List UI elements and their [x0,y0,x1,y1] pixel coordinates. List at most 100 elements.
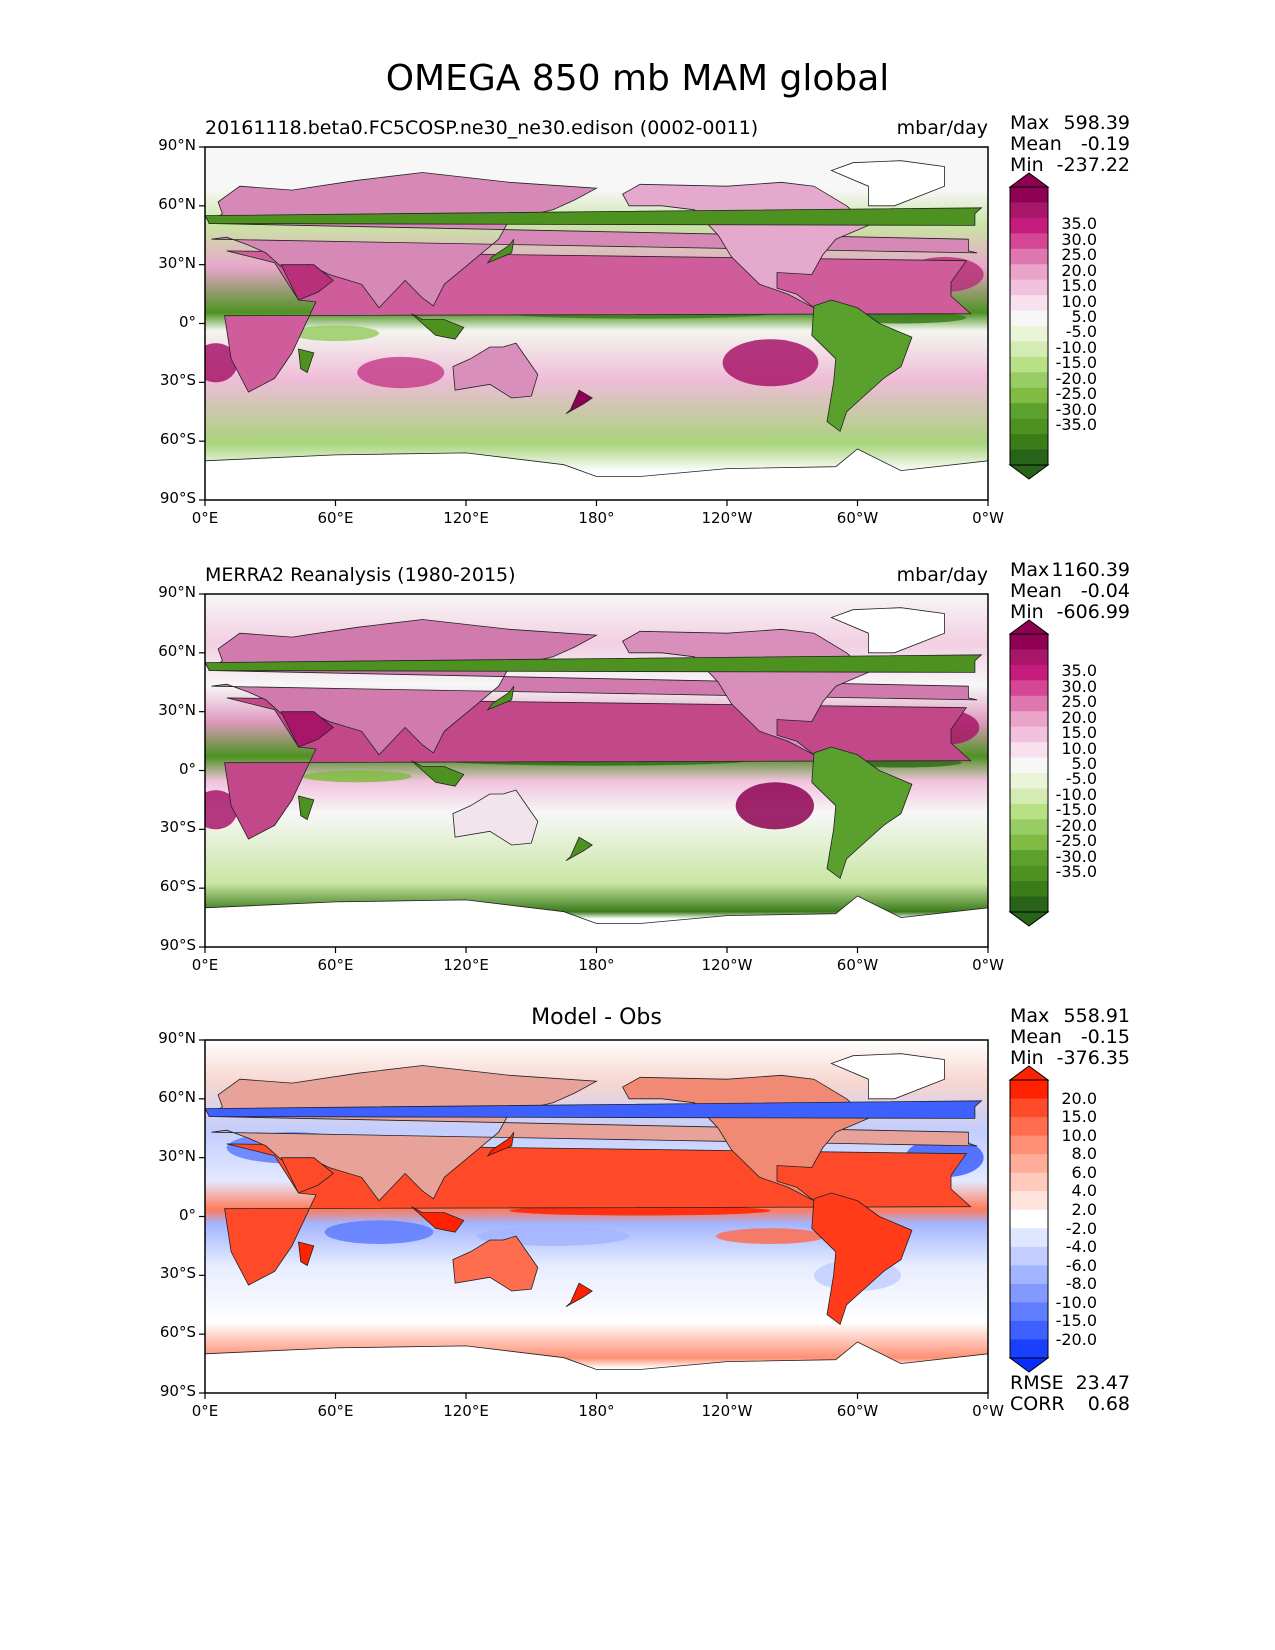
colorbar-tick-label: -30.0 [1055,846,1097,866]
units-label: mbar/day [896,117,988,139]
colorbar-tick-label: -10.0 [1055,1292,1097,1312]
colorbar-tick-label: 35.0 [1061,214,1097,234]
colorbar-segment [1010,403,1048,420]
colorbar-tick-label: 20.0 [1061,1088,1097,1108]
lon-tick-label: 120°W [701,956,753,974]
stat-mean: Mean -0.15 [1010,1026,1130,1048]
colorbar-segment [1010,896,1048,913]
coastline-uk [205,207,983,226]
lat-tick-label: 0° [178,312,196,331]
colorbar-segment [1010,834,1048,851]
colorbar-segment [1010,418,1048,435]
field-anomaly [205,343,238,383]
lat-tick-label: 90°N [158,136,196,154]
lon-tick-label: 0°E [191,509,219,527]
colorbar-tick-label: -5.0 [1065,322,1097,342]
colorbar-segment [1010,264,1048,281]
coastline-nz [565,389,593,415]
colorbar-segment [1010,449,1048,466]
colorbar-tick-label: -20.0 [1055,1329,1097,1349]
lat-tick-label: 30°S [159,371,196,390]
coastline-japan [486,1131,515,1157]
lon-tick-label: 0°E [191,1402,219,1420]
lat-tick-label: 90°S [159,936,196,954]
colorbar-tick-label: 30.0 [1061,676,1097,696]
colorbar-tick-label: 20.0 [1061,260,1097,280]
lat-tick-label: 90°S [159,1382,196,1400]
colorbar-tick-label: -30.0 [1055,399,1097,419]
lat-tick-label: 60°N [158,1087,196,1106]
colorbar-segment [1010,310,1048,327]
lon-tick-label: 0°W [972,956,1004,974]
stat-value: -0.15 [1080,1026,1130,1048]
colorbar-tick-label: -20.0 [1055,815,1097,835]
field-anomaly [357,356,445,389]
stat-label: Max [1010,1005,1050,1027]
coastline-australia [452,789,539,846]
field-anomaly [292,325,379,342]
colorbar-segment [1010,1320,1048,1340]
lat-tick-label: 30°S [159,818,196,837]
stat-value: -0.19 [1080,133,1130,155]
lon-tick-label: 60°E [317,1402,354,1420]
coastline-madagascar [298,795,315,821]
colorbar-segment [1010,1228,1048,1248]
colorbar-segment [1010,202,1048,219]
colorbar-segment [1010,1302,1048,1322]
stat-min: Min -237.22 [1010,154,1130,176]
lat-tick-label: 30°N [158,700,196,719]
metric-value: 23.47 [1075,1372,1130,1394]
colorbar-segment [1010,773,1048,789]
colorbar-segment [1010,387,1048,404]
colorbar-segment [1010,881,1048,898]
colorbar-segment [1010,326,1048,342]
lon-tick-label: 0°E [191,956,219,974]
stat-value: 598.39 [1063,112,1130,134]
lon-tick-label: 120°W [701,509,753,527]
coastline-madagascar [298,1241,315,1267]
stat-value: -237.22 [1056,154,1130,176]
colorbar-segment [1010,742,1048,759]
stat-value: -606.99 [1056,601,1130,623]
lat-tick-label: 30°S [159,1264,196,1283]
lon-tick-label: 60°W [836,956,879,974]
colorbar-tick-label: 25.0 [1061,692,1097,712]
colorbar-tick-label: 30.0 [1061,229,1097,249]
coastline-samerica [811,746,913,880]
lon-tick-label: 120°E [443,509,489,527]
colorbar-segment [1010,341,1048,358]
colorbar-segment [1010,711,1048,728]
stat-label: Mean [1010,133,1062,155]
lat-tick-label: 60°N [158,641,196,660]
coastline-antarctica [205,895,988,947]
stat-label: Min [1010,154,1044,176]
metric-value: 0.68 [1087,1393,1130,1415]
lon-tick-label: 120°E [443,956,489,974]
lat-tick-label: 90°N [158,1029,196,1047]
colorbar-tick-label: 35.0 [1061,661,1097,681]
coastline-eurasia [208,1065,978,1202]
colorbar-segment [1010,850,1048,867]
coastline-samerica [811,299,913,433]
colorbar-segment [1010,1265,1048,1285]
colorbar-segment [1010,279,1048,296]
stat-value: -0.04 [1080,580,1130,602]
coastline-arabia [280,711,334,748]
colorbar-segment [1010,1154,1048,1174]
colorbar-segment [1010,434,1048,451]
stat-mean: Mean -0.19 [1010,133,1130,155]
colorbar-tick-label: -2.0 [1065,1218,1097,1238]
colorbar-tick-label: 5.0 [1071,754,1097,773]
colorbar-tick-label: -10.0 [1055,337,1097,357]
coastline-indonesia [411,313,465,340]
field-anomaly [302,770,412,783]
colorbar-tick-label: -8.0 [1065,1274,1097,1294]
colorbar-tick-label: 6.0 [1071,1162,1097,1182]
colorbar-tick-label: -5.0 [1065,769,1097,789]
map-panel-2 [199,593,989,953]
colorbar-segment [1010,649,1048,666]
colorbar-segment [1010,1191,1048,1211]
colorbar-segment [1010,187,1048,203]
lat-tick-label: 60°S [159,430,196,449]
coastline-japan [486,685,515,711]
